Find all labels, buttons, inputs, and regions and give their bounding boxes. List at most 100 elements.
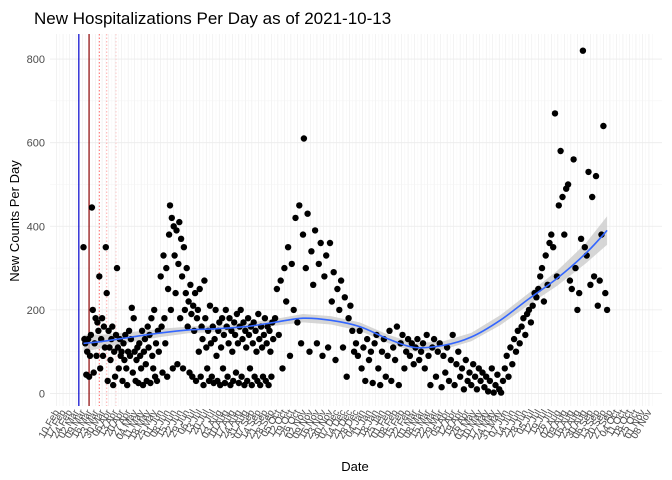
data-point xyxy=(137,365,145,372)
data-point xyxy=(577,235,585,242)
data-point xyxy=(378,348,386,355)
data-point xyxy=(177,315,184,322)
data-point xyxy=(568,285,575,293)
data-point xyxy=(182,289,189,297)
data-point xyxy=(290,306,297,314)
data-point xyxy=(232,369,240,376)
data-point xyxy=(494,371,501,378)
data-point xyxy=(277,277,284,284)
data-point xyxy=(179,365,187,372)
y-tick-labels: 0 200 400 600 800 xyxy=(27,54,45,400)
data-point xyxy=(257,381,264,389)
data-point xyxy=(245,331,253,339)
data-point xyxy=(299,231,307,238)
data-point xyxy=(529,302,536,309)
data-point xyxy=(468,381,475,389)
data-point xyxy=(139,381,147,389)
data-point xyxy=(356,327,363,334)
data-point xyxy=(576,289,583,297)
data-point xyxy=(140,348,148,355)
data-point xyxy=(100,323,108,330)
data-point xyxy=(336,306,343,314)
data-point xyxy=(516,340,523,347)
data-point xyxy=(87,331,95,339)
data-point xyxy=(187,281,194,288)
data-point xyxy=(220,331,228,339)
data-point xyxy=(252,327,259,334)
data-point xyxy=(488,365,495,372)
data-point xyxy=(414,335,421,343)
data-point xyxy=(313,340,321,347)
data-point xyxy=(267,348,274,355)
data-point xyxy=(281,264,288,272)
data-point xyxy=(148,315,155,322)
data-point xyxy=(417,348,425,355)
data-point xyxy=(105,327,112,334)
data-point xyxy=(171,252,178,259)
data-point xyxy=(382,373,389,380)
data-point xyxy=(477,377,484,385)
data-point xyxy=(113,264,121,272)
data-point xyxy=(189,373,196,380)
data-point xyxy=(358,365,365,372)
data-point xyxy=(460,386,468,393)
data-point xyxy=(449,331,456,339)
data-point xyxy=(390,344,397,351)
data-point xyxy=(106,344,113,351)
data-point xyxy=(253,348,260,355)
data-point xyxy=(167,306,175,314)
data-point xyxy=(421,365,428,372)
data-point xyxy=(250,319,257,326)
data-point xyxy=(261,315,269,322)
data-point xyxy=(121,356,128,364)
data-point xyxy=(136,340,143,347)
data-point xyxy=(218,315,226,322)
smooth-line xyxy=(83,229,608,349)
data-point xyxy=(311,227,319,234)
data-point xyxy=(180,244,188,251)
data-point xyxy=(510,335,518,343)
data-point xyxy=(248,381,255,389)
data-point xyxy=(525,306,533,314)
data-point xyxy=(455,348,462,355)
data-point xyxy=(93,352,100,359)
data-point xyxy=(393,323,401,330)
data-point xyxy=(284,244,292,251)
data-point xyxy=(142,361,149,368)
data-point xyxy=(341,294,348,301)
data-point xyxy=(440,352,447,359)
data-point xyxy=(202,315,209,322)
data-point xyxy=(354,352,362,359)
data-point xyxy=(273,285,281,293)
y-tick-label: 200 xyxy=(27,305,45,317)
data-point xyxy=(286,352,294,359)
data-point xyxy=(212,306,219,314)
data-point xyxy=(555,202,562,209)
data-point xyxy=(596,277,603,284)
data-point xyxy=(104,377,111,385)
data-point xyxy=(217,344,225,351)
data-point xyxy=(125,327,133,334)
data-point xyxy=(199,335,206,343)
data-point xyxy=(268,373,275,380)
data-point xyxy=(324,344,332,351)
data-point xyxy=(175,260,182,268)
data-point xyxy=(458,365,466,372)
data-point xyxy=(111,373,119,380)
data-point xyxy=(128,304,135,311)
data-point xyxy=(350,348,358,355)
data-point xyxy=(546,239,553,247)
data-point xyxy=(228,327,235,334)
data-point xyxy=(408,340,415,347)
data-point xyxy=(501,365,508,372)
data-point xyxy=(231,319,238,326)
y-axis-title: New Counts Per Day xyxy=(7,160,22,282)
data-point xyxy=(162,340,169,347)
data-point xyxy=(226,315,233,322)
data-point xyxy=(308,248,315,255)
data-point xyxy=(190,302,197,309)
data-point xyxy=(161,315,168,322)
data-point xyxy=(602,289,609,297)
data-point xyxy=(330,269,337,276)
data-point xyxy=(133,356,140,364)
